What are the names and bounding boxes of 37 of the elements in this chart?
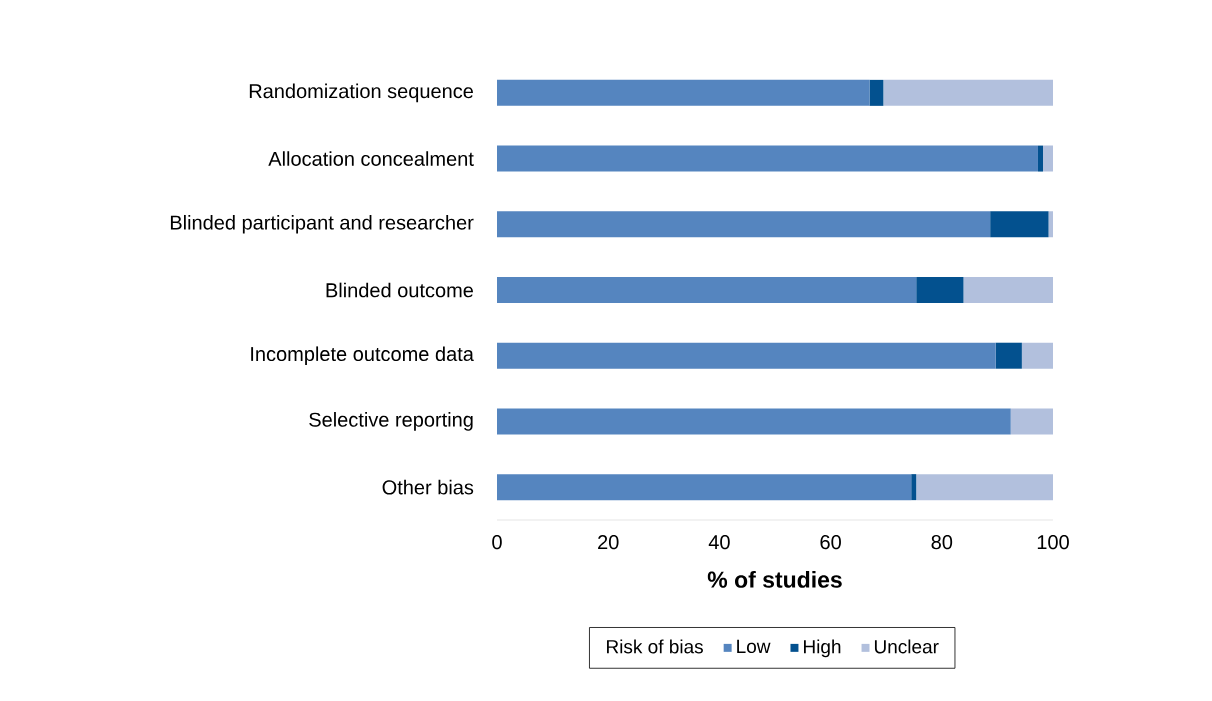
x-tick-label: 100 xyxy=(1037,535,1069,550)
bar xyxy=(963,277,1053,303)
legend-title: Risk of bias xyxy=(607,639,703,654)
x-tick-label: 60 xyxy=(820,535,841,550)
x-tick-label: 20 xyxy=(598,535,619,550)
y-tick-label: Incomplete outcome data xyxy=(251,346,474,366)
bar xyxy=(497,211,991,238)
bar xyxy=(497,474,912,501)
x-tick-label: 40 xyxy=(708,535,730,550)
x-axis-title: % of studies xyxy=(707,570,842,588)
bar xyxy=(497,277,917,303)
y-tick-label: Blinded outcome xyxy=(326,282,473,298)
bar xyxy=(1037,145,1043,172)
bar xyxy=(916,474,1053,501)
bar xyxy=(1042,145,1053,172)
bar xyxy=(1021,342,1053,369)
bar xyxy=(497,145,1038,172)
legend-label: Unclear xyxy=(874,639,939,654)
bar xyxy=(883,79,1053,106)
bar xyxy=(990,211,1049,238)
y-tick-label: Randomization sequence xyxy=(249,83,473,103)
bar xyxy=(916,277,964,303)
bar xyxy=(497,408,1011,435)
legend-label: High xyxy=(804,639,841,658)
y-tick-label: Blinded participant and researcher xyxy=(170,214,474,234)
bar xyxy=(497,342,996,369)
bar xyxy=(1010,408,1053,435)
y-tick-label: Selective reporting xyxy=(309,412,473,431)
legend-label: Low xyxy=(737,639,771,654)
bar xyxy=(497,79,870,106)
bar xyxy=(911,474,917,501)
y-tick-label: Other bias xyxy=(382,479,474,495)
x-tick-label: 0 xyxy=(492,535,502,550)
bar xyxy=(995,342,1022,369)
x-tick-label: 80 xyxy=(931,535,953,550)
y-tick-label: Allocation concealment xyxy=(268,151,474,166)
bar xyxy=(869,79,884,106)
